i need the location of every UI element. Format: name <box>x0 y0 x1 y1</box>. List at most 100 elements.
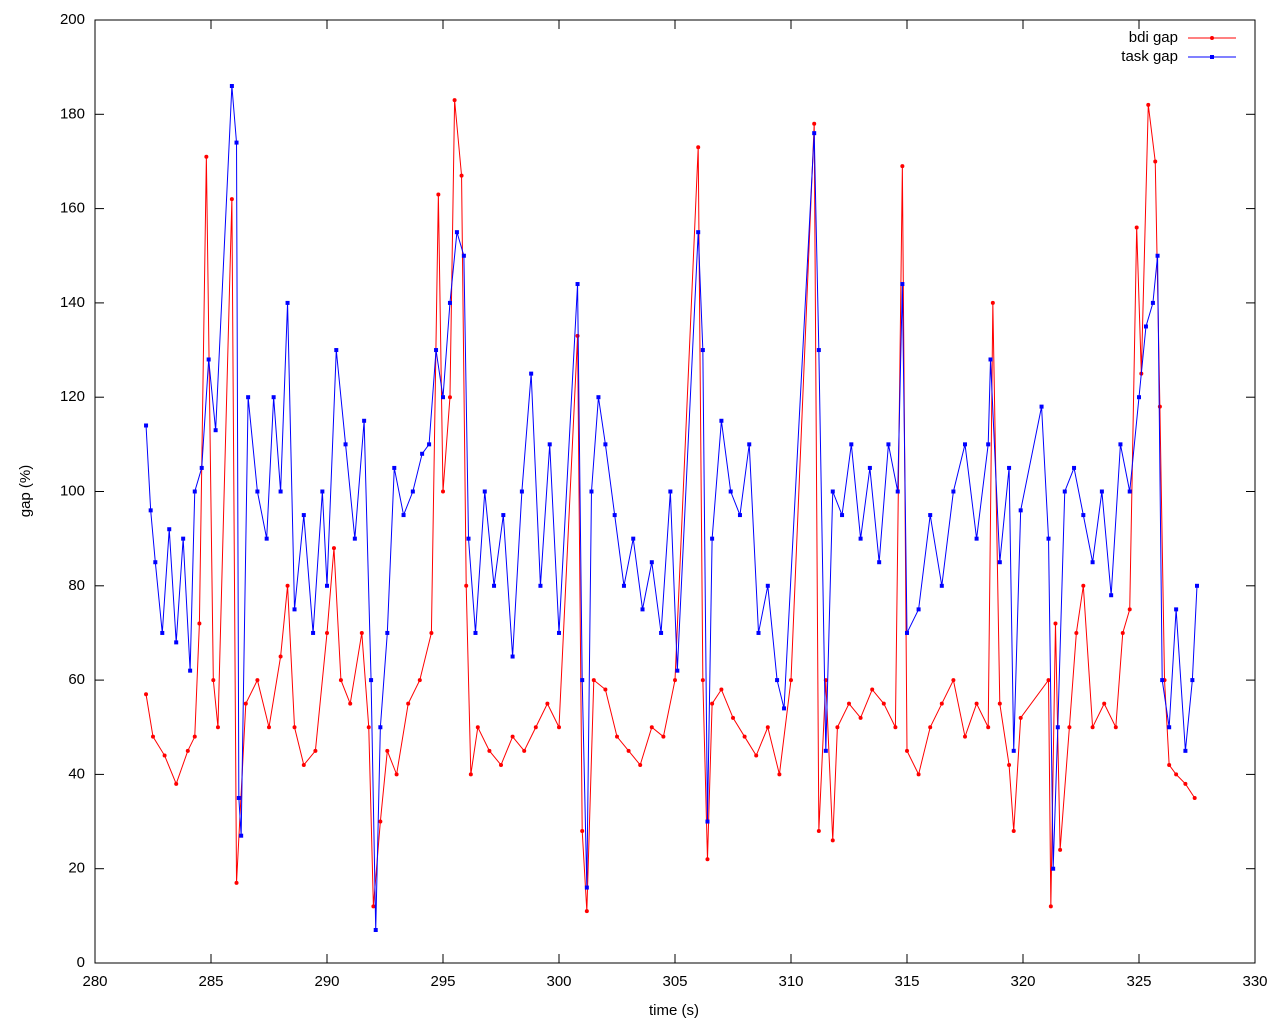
data-point <box>501 513 506 518</box>
data-point <box>464 583 469 588</box>
data-point <box>626 748 631 753</box>
data-point <box>661 734 666 739</box>
data-point <box>700 348 705 353</box>
data-point <box>519 489 524 494</box>
data-point <box>162 753 167 758</box>
data-point <box>986 725 991 730</box>
data-point <box>385 630 390 635</box>
data-point <box>311 630 316 635</box>
data-point <box>547 442 552 447</box>
data-point <box>719 418 724 423</box>
data-point <box>325 630 329 635</box>
data-point <box>1074 630 1079 635</box>
data-point <box>466 536 471 541</box>
data-point <box>278 654 283 659</box>
data-point <box>731 715 735 720</box>
data-point <box>174 640 179 645</box>
data-point <box>1058 847 1063 852</box>
data-point <box>229 197 234 202</box>
y-tick-label: 120 <box>60 388 85 405</box>
legend-label: bdi gap <box>1129 29 1178 46</box>
data-point <box>621 583 626 588</box>
data-point <box>905 630 909 635</box>
data-point <box>1192 795 1197 800</box>
data-point <box>615 734 619 739</box>
data-point <box>928 725 933 730</box>
data-point <box>1113 725 1118 730</box>
data-point <box>1109 593 1114 598</box>
data-point <box>236 795 241 800</box>
series-line <box>145 100 1196 912</box>
data-point <box>285 583 290 588</box>
data-point <box>378 725 383 730</box>
x-tick-label: 290 <box>314 973 339 990</box>
data-point <box>234 880 239 885</box>
data-point <box>434 348 439 353</box>
data-point <box>1062 489 1067 494</box>
y-tick-label: 140 <box>60 294 85 311</box>
data-point <box>192 489 197 494</box>
data-point <box>394 772 399 777</box>
data-point <box>461 253 466 258</box>
data-point <box>557 630 561 635</box>
data-point <box>603 687 608 692</box>
x-tick-label: 325 <box>1126 973 1151 990</box>
data-point <box>895 489 900 494</box>
data-point <box>1134 225 1139 230</box>
data-point <box>737 513 742 518</box>
data-point <box>1190 678 1195 683</box>
x-tick-label: 315 <box>894 973 919 990</box>
data-point <box>782 706 787 711</box>
data-point <box>366 725 371 730</box>
data-point <box>148 508 153 513</box>
data-point <box>754 753 759 758</box>
data-point <box>1137 395 1141 400</box>
data-point <box>338 678 343 683</box>
data-point <box>951 678 956 683</box>
data-point <box>313 748 318 753</box>
data-point <box>789 678 793 683</box>
data-point <box>185 748 190 753</box>
data-point <box>482 489 487 494</box>
data-point <box>1018 715 1023 720</box>
data-point <box>325 583 329 588</box>
data-point <box>1155 253 1160 258</box>
series-line <box>145 85 1198 931</box>
data-point <box>211 678 216 683</box>
data-point <box>427 442 432 447</box>
data-point <box>893 725 898 730</box>
data-point <box>452 98 457 103</box>
data-point <box>204 154 209 159</box>
data-point <box>1120 630 1125 635</box>
data-point <box>584 885 589 890</box>
data-point <box>640 607 645 612</box>
data-point <box>206 357 211 362</box>
data-point <box>988 357 993 362</box>
data-point <box>167 527 172 532</box>
x-tick-label: 320 <box>1010 973 1035 990</box>
data-point <box>916 607 921 612</box>
data-point <box>775 678 780 683</box>
data-point <box>997 701 1002 706</box>
data-point <box>900 282 905 287</box>
data-point <box>905 748 909 753</box>
data-point <box>649 560 654 565</box>
data-point <box>870 687 875 692</box>
data-point <box>373 927 378 932</box>
data-point <box>420 451 425 456</box>
data-point <box>199 465 204 470</box>
data-point <box>174 781 179 786</box>
data-point <box>320 489 325 494</box>
legend-label: task gap <box>1121 48 1178 65</box>
data-point <box>575 282 580 287</box>
data-point <box>267 725 271 730</box>
data-point <box>401 513 406 518</box>
y-tick-label: 20 <box>68 860 85 877</box>
data-point <box>612 513 617 518</box>
data-point <box>406 701 411 706</box>
data-point <box>881 701 886 706</box>
data-point <box>580 828 585 833</box>
x-tick-label: 300 <box>546 973 571 990</box>
data-point <box>756 630 761 635</box>
data-point <box>835 725 840 730</box>
